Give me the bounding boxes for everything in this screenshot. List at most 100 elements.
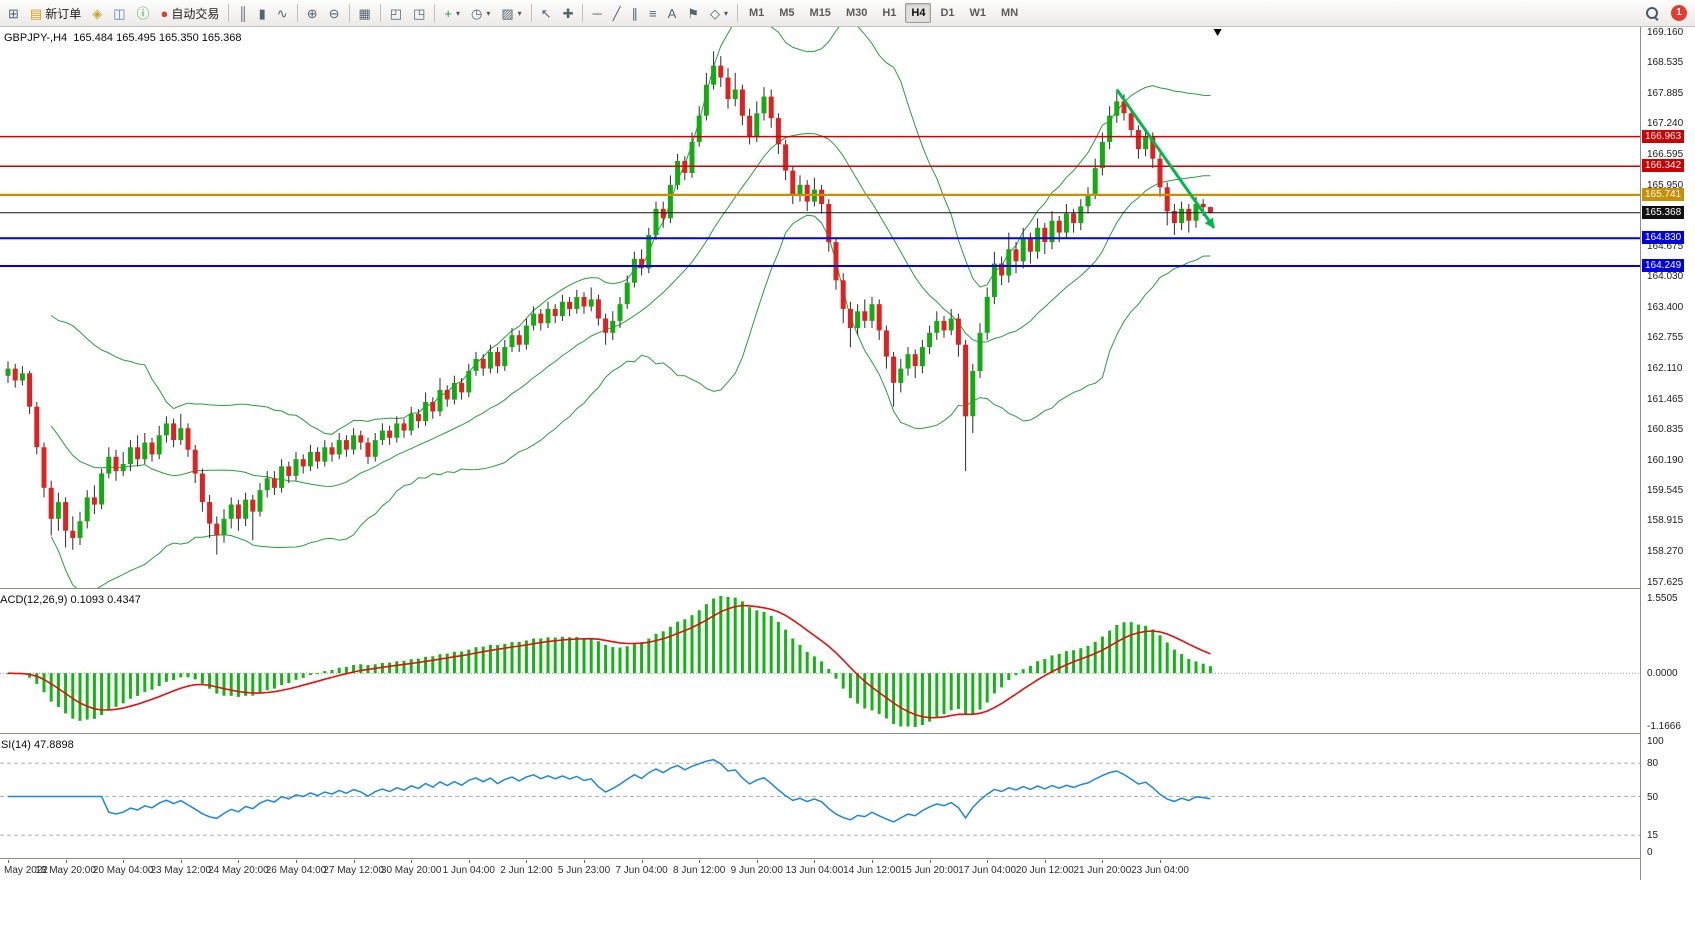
time-axis-label: 23 May 12:00 xyxy=(150,865,212,876)
price-line-label: 164.249 xyxy=(1642,259,1685,273)
price-axis-label: 158.270 xyxy=(1647,546,1684,558)
macd-panel[interactable] xyxy=(0,590,1640,733)
new-chart-button[interactable]: ⊞ xyxy=(3,2,24,24)
notification-badge[interactable]: 1 xyxy=(1671,5,1687,21)
trendline-button[interactable]: ╱ xyxy=(608,2,626,24)
time-axis-label: 8 Jun 12:00 xyxy=(673,865,726,876)
search-button[interactable] xyxy=(1641,2,1664,24)
fibonacci-icon: ≡ xyxy=(649,5,657,21)
shapes-button[interactable]: ◇ ▾ xyxy=(705,2,733,24)
time-axis-tick xyxy=(353,860,355,863)
chart-title: GBPJPY-,H4 165.484 165.495 165.350 165.3… xyxy=(4,32,242,44)
auto-scroll-button[interactable]: ◳ xyxy=(408,2,430,24)
time-axis[interactable]: May 2022 18 May 20:00 20 May 04:00 23 May 1… xyxy=(0,860,1640,880)
fibonacci-button[interactable]: ≡ xyxy=(644,2,662,24)
new-order-button-label: 新订单 xyxy=(45,6,82,21)
text-button[interactable]: A xyxy=(663,2,682,24)
bar-chart-button[interactable]: ║ xyxy=(233,2,252,24)
price-axis-label: 167.240 xyxy=(1647,118,1684,130)
timeframe-m30-button[interactable]: M30 xyxy=(840,3,873,23)
crosshair-icon: ✚ xyxy=(562,5,574,21)
rsi-label: RSI(14) 47.8898 xyxy=(0,739,74,751)
time-axis-label: 13 Jun 04:00 xyxy=(785,865,844,876)
chart-shift-icon: ◰ xyxy=(389,5,403,21)
toolbar-separator xyxy=(434,4,436,22)
chart-shift-marker[interactable] xyxy=(1213,29,1222,36)
time-axis-label: 30 May 20:00 xyxy=(380,865,442,876)
time-axis-tick xyxy=(699,860,701,863)
auto-trading-button[interactable]: ● 自动交易 xyxy=(156,2,225,24)
price-axis-label: 167.885 xyxy=(1647,87,1684,99)
help-button[interactable]: ⓘ xyxy=(132,2,155,24)
price-axis-label: 160.190 xyxy=(1647,454,1684,466)
toolbar-separator xyxy=(530,4,532,22)
time-axis-label: 2 Jun 12:00 xyxy=(500,865,553,876)
add-indicator-icon: + xyxy=(444,5,452,21)
main-chart-panel[interactable] xyxy=(0,27,1640,588)
timeframe-h4-button[interactable]: H4 xyxy=(905,3,932,23)
add-indicator-button[interactable]: + ▾ xyxy=(439,2,465,24)
flag-label-icon: ⚑ xyxy=(687,5,699,21)
cursor-button[interactable]: ↖ xyxy=(536,2,557,24)
macd-scale-label: -1.1666 xyxy=(1647,721,1681,732)
panel-separator[interactable] xyxy=(0,588,1695,589)
periods-button[interactable]: ◷ ▾ xyxy=(466,2,495,24)
price-line-label: 166.342 xyxy=(1642,159,1685,173)
time-axis-separator[interactable] xyxy=(0,858,1695,859)
price-axis-label: 166.595 xyxy=(1647,149,1684,161)
tile-windows-button[interactable]: ▦ xyxy=(354,2,376,24)
new-order-button[interactable]: ▤ 新订单 xyxy=(25,2,86,24)
zoom-in-button[interactable]: ⊕ xyxy=(302,2,323,24)
text-icon: A xyxy=(667,5,677,21)
toolbar-separator xyxy=(296,4,298,22)
profile-button[interactable]: ◫ xyxy=(108,2,130,24)
templates-button[interactable]: ▨ ▾ xyxy=(496,2,526,24)
chart-shift-button[interactable]: ◰ xyxy=(385,2,407,24)
timeframe-m1-button[interactable]: M1 xyxy=(743,3,770,23)
cursor-arrow-icon: ↖ xyxy=(540,5,552,21)
time-axis-tick xyxy=(929,860,931,863)
time-axis-label: 14 Jun 12:00 xyxy=(843,865,901,876)
trend-arrow[interactable] xyxy=(1115,88,1216,229)
time-axis-tick xyxy=(872,860,873,863)
zoom-out-button[interactable]: ⊖ xyxy=(324,2,345,24)
candlestick-chart-button[interactable]: ▮ xyxy=(254,2,271,24)
price-axis-label: 157.625 xyxy=(1647,577,1684,589)
price-lines-layer[interactable] xyxy=(0,135,1640,267)
crosshair-button[interactable]: ✚ xyxy=(558,2,579,24)
profiles-icon: ◫ xyxy=(113,5,126,21)
channel-button[interactable]: ∥ xyxy=(627,2,644,24)
dropdown-caret-icon: ▾ xyxy=(486,8,491,18)
text-label-button[interactable]: ⚑ xyxy=(682,2,704,24)
timeframe-m15-button[interactable]: M15 xyxy=(804,3,837,23)
time-axis-tick xyxy=(1102,860,1104,863)
time-axis-tick xyxy=(641,860,643,863)
auto-trading-button-label: 自动交易 xyxy=(171,6,220,21)
rsi-scale-label: 100 xyxy=(1647,736,1664,747)
timeframe-d1-button[interactable]: D1 xyxy=(934,3,960,23)
price-axis[interactable]: 169.160 168.535 167.885 167.240 166.595 165.9… xyxy=(1640,27,1695,880)
horizontal-line-button[interactable]: ─ xyxy=(587,2,606,24)
time-axis-tick xyxy=(987,860,989,863)
line-chart-button[interactable]: ∿ xyxy=(272,2,293,24)
timeframe-m5-button[interactable]: M5 xyxy=(773,3,800,23)
timeframe-mn-button[interactable]: MN xyxy=(995,3,1024,23)
clock-icon: ◷ xyxy=(471,5,483,21)
toolbox-button[interactable]: ◈ xyxy=(87,2,107,24)
macd-scale-label: 0.0000 xyxy=(1647,668,1678,680)
time-axis-tick xyxy=(180,860,182,863)
price-axis-label: 160.835 xyxy=(1647,423,1684,435)
price-axis-label: 158.915 xyxy=(1647,515,1684,527)
timeframe-h1-button[interactable]: H1 xyxy=(876,3,902,23)
time-axis-label: 1 Jun 04:00 xyxy=(442,865,495,876)
time-axis-label: 15 Jun 20:00 xyxy=(900,865,959,876)
bollinger-bands xyxy=(50,27,1211,588)
zoom-in-icon: ⊕ xyxy=(306,5,318,21)
timeframe-w1-button[interactable]: W1 xyxy=(964,3,993,23)
chart-area: GBPJPY-,H4 165.484 165.495 165.350 165.3… xyxy=(0,27,1695,880)
rsi-panel[interactable] xyxy=(0,735,1640,858)
time-axis-label: 24 May 20:00 xyxy=(208,865,269,876)
dropdown-caret-icon: ▾ xyxy=(517,8,522,18)
time-axis-tick xyxy=(1044,860,1046,863)
panel-separator[interactable] xyxy=(0,733,1695,734)
